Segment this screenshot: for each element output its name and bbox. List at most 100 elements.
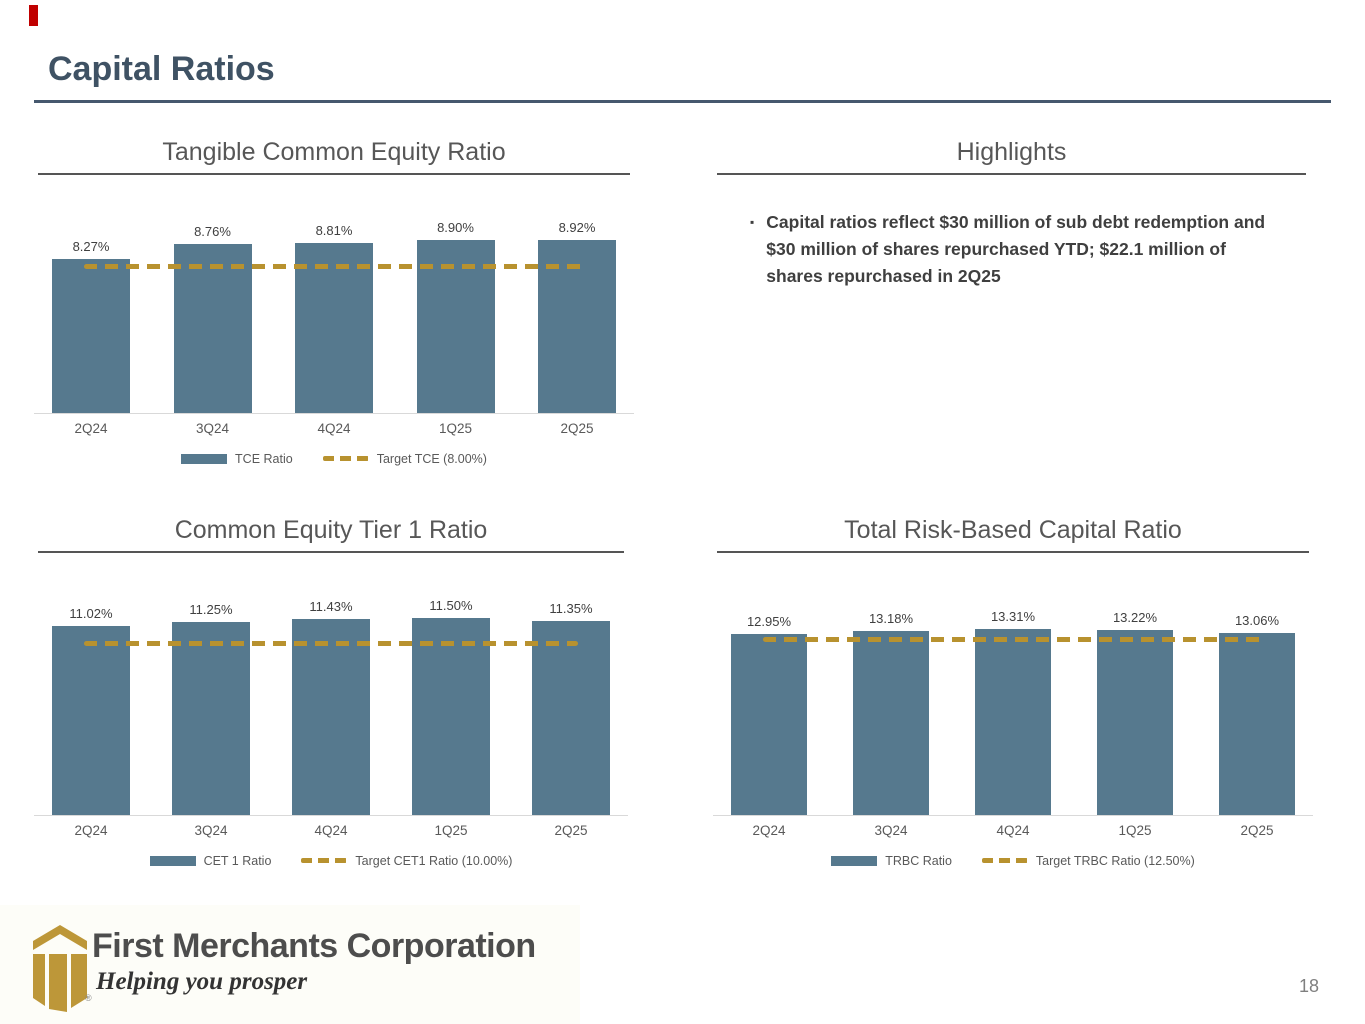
chart-title-divider: [38, 550, 624, 553]
bar-value-label: 8.76%: [194, 224, 231, 240]
x-axis: 2Q24 3Q24 4Q24 1Q25 2Q25: [34, 421, 634, 436]
chart-title: Total Risk-Based Capital Ratio: [844, 516, 1182, 544]
bar: [52, 258, 130, 413]
x-axis-label: 3Q24: [194, 822, 228, 838]
bar-column: 11.50%: [412, 598, 490, 815]
x-axis: 2Q24 3Q24 4Q24 1Q25 2Q25: [34, 823, 628, 838]
bar-value-label: 12.95%: [746, 614, 792, 630]
chart-tce: Tangible Common Equity Ratio 8.27% 8.76% 8…: [34, 130, 634, 466]
bar-column: 11.43%: [292, 599, 370, 815]
bar-value-label: 13.18%: [868, 610, 914, 626]
bar-column: 11.35%: [532, 601, 610, 815]
bar: [173, 244, 252, 413]
bar-column: 8.81%: [295, 223, 373, 413]
target-swatch-icon: [301, 858, 348, 864]
series-legend-label: CET 1 Ratio: [203, 853, 272, 868]
bar: [416, 240, 495, 413]
bar-value-label: 11.43%: [309, 599, 353, 615]
bar: [975, 629, 1051, 815]
highlights-bullet-text: Capital ratios reflect $30 million of su…: [766, 211, 1266, 286]
bar-value-label: 11.02%: [69, 606, 113, 622]
target-legend-label: Target TRBC Ratio (12.50%): [1035, 853, 1195, 868]
logo-company-name: First Merchants Corporation: [92, 927, 536, 965]
x-axis-label: 3Q24: [195, 420, 230, 436]
bar: [532, 620, 610, 815]
bar-column: 8.27%: [52, 239, 130, 413]
series-swatch-icon: [149, 855, 196, 866]
target-dashed-line: [763, 637, 1263, 643]
bar-column: 8.90%: [416, 220, 495, 413]
chart-title: Tangible Common Equity Ratio: [162, 138, 506, 166]
plot-area: 12.95% 13.18% 13.31% 13.22% 13.06%: [713, 576, 1313, 816]
target-dashed-line: [84, 640, 578, 646]
bar-column: 11.25%: [172, 602, 250, 815]
target-legend-label: Target TCE (8.00%): [376, 451, 487, 466]
bar: [172, 622, 250, 815]
bar-value-label: 11.50%: [429, 598, 473, 614]
series-legend-label: TCE Ratio: [235, 451, 293, 466]
bar-column: 11.02%: [52, 606, 130, 815]
bar: [412, 618, 490, 815]
bar: [853, 630, 929, 815]
x-axis-label: 3Q24: [874, 822, 908, 838]
legend: TRBC Ratio Target TRBC Ratio (12.50%): [713, 854, 1313, 868]
logo-tagline: Helping you prosper: [96, 968, 308, 995]
chart-cet1: Common Equity Tier 1 Ratio 11.02% 11.25% 1…: [34, 508, 628, 868]
page-title: Capital Ratios: [48, 50, 275, 88]
bar-column: 12.95%: [731, 614, 807, 815]
highlights-body: ▪ Capital ratios reflect $30 million of …: [750, 209, 1310, 290]
bar-column: 13.06%: [1219, 613, 1295, 815]
highlights-panel: Highlights ▪ Capital ratios reflect $30 …: [713, 130, 1310, 290]
target-legend-label: Target CET1 Ratio (10.00%): [355, 853, 513, 868]
bar: [295, 242, 373, 413]
chart-trbc: Total Risk-Based Capital Ratio 12.95% 13.…: [713, 508, 1313, 868]
bar-column: 8.76%: [173, 224, 252, 413]
x-axis-label: 1Q25: [438, 420, 473, 436]
chart-title-divider: [717, 550, 1309, 553]
x-axis-label: 4Q24: [317, 420, 351, 436]
page-number: 18: [1298, 976, 1319, 996]
x-axis-label: 4Q24: [996, 822, 1030, 838]
bar-column: 13.22%: [1097, 610, 1173, 815]
legend: CET 1 Ratio Target CET1 Ratio (10.00%): [34, 854, 628, 868]
series-legend-label: TRBC Ratio: [885, 853, 952, 868]
bar-value-label: 8.81%: [315, 222, 353, 238]
bar-value-label: 8.27%: [72, 238, 110, 254]
bar-column: 13.18%: [853, 611, 929, 815]
first-merchants-box-icon: [33, 925, 87, 1012]
bar-value-label: 13.31%: [990, 609, 1036, 625]
registered-mark: ®: [85, 993, 92, 1003]
x-axis-label: 2Q25: [560, 420, 594, 436]
chart-title: Common Equity Tier 1 Ratio: [174, 516, 488, 544]
bar: [1219, 632, 1295, 815]
x-axis-label: 4Q24: [314, 822, 348, 838]
target-dashed-line: [84, 263, 584, 269]
legend: TCE Ratio Target TCE (8.00%): [34, 452, 634, 466]
header-divider: [34, 100, 1331, 103]
x-axis-label: 2Q24: [752, 822, 786, 838]
bullet-icon: ▪: [750, 214, 755, 229]
target-swatch-icon: [322, 456, 369, 462]
bar-value-label: 11.35%: [549, 600, 593, 616]
series-swatch-icon: [831, 855, 878, 866]
target-swatch-icon: [981, 858, 1028, 864]
x-axis-label: 1Q25: [1118, 822, 1152, 838]
bar-value-label: 13.22%: [1112, 610, 1158, 626]
x-axis: 2Q24 3Q24 4Q24 1Q25 2Q25: [713, 823, 1313, 838]
x-axis-label: 2Q25: [554, 822, 588, 838]
plot-area: 11.02% 11.25% 11.43% 11.50% 11.35%: [34, 576, 628, 816]
x-axis-label: 2Q24: [74, 822, 108, 838]
bar-value-label: 13.06%: [1234, 612, 1280, 628]
bar: [292, 619, 370, 815]
bar: [52, 626, 130, 815]
bar: [731, 634, 807, 815]
bar-column: 8.92%: [538, 220, 616, 413]
bar: [1097, 630, 1173, 815]
chart-title-divider: [38, 172, 630, 175]
bar-value-label: 8.90%: [437, 220, 474, 236]
x-axis-label: 2Q24: [74, 420, 108, 436]
bar-value-label: 11.25%: [189, 602, 233, 618]
highlights-title: Highlights: [956, 138, 1067, 166]
x-axis-label: 1Q25: [434, 822, 468, 838]
